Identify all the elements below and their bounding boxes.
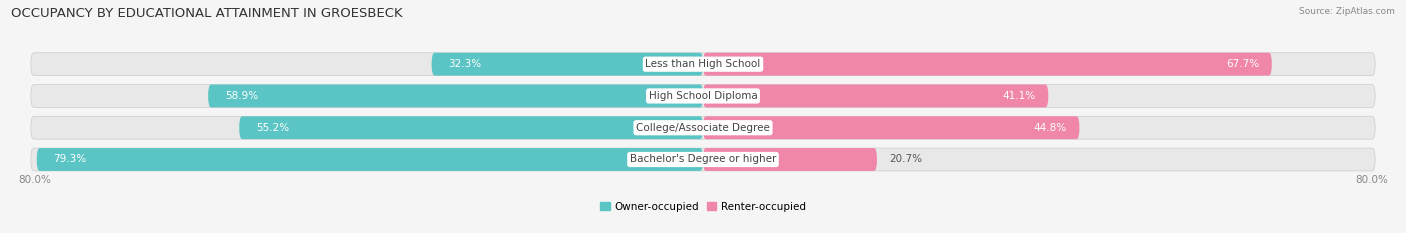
FancyBboxPatch shape: [703, 116, 1080, 139]
Text: College/Associate Degree: College/Associate Degree: [636, 123, 770, 133]
Text: OCCUPANCY BY EDUCATIONAL ATTAINMENT IN GROESBECK: OCCUPANCY BY EDUCATIONAL ATTAINMENT IN G…: [11, 7, 404, 20]
FancyBboxPatch shape: [239, 116, 703, 139]
Text: 20.7%: 20.7%: [890, 154, 922, 164]
Text: 80.0%: 80.0%: [1355, 175, 1388, 185]
FancyBboxPatch shape: [208, 85, 703, 107]
Text: 67.7%: 67.7%: [1226, 59, 1260, 69]
FancyBboxPatch shape: [31, 148, 1375, 171]
FancyBboxPatch shape: [31, 85, 1375, 107]
Text: 41.1%: 41.1%: [1002, 91, 1036, 101]
Text: 79.3%: 79.3%: [53, 154, 87, 164]
FancyBboxPatch shape: [703, 85, 1049, 107]
Text: 44.8%: 44.8%: [1033, 123, 1067, 133]
Text: High School Diploma: High School Diploma: [648, 91, 758, 101]
Text: 32.3%: 32.3%: [449, 59, 481, 69]
FancyBboxPatch shape: [31, 53, 1375, 76]
FancyBboxPatch shape: [432, 53, 703, 76]
Text: Bachelor's Degree or higher: Bachelor's Degree or higher: [630, 154, 776, 164]
Text: Less than High School: Less than High School: [645, 59, 761, 69]
FancyBboxPatch shape: [703, 53, 1272, 76]
Text: 55.2%: 55.2%: [256, 123, 290, 133]
Text: 58.9%: 58.9%: [225, 91, 259, 101]
FancyBboxPatch shape: [31, 116, 1375, 139]
Text: Source: ZipAtlas.com: Source: ZipAtlas.com: [1299, 7, 1395, 16]
Text: 80.0%: 80.0%: [18, 175, 51, 185]
FancyBboxPatch shape: [703, 148, 877, 171]
FancyBboxPatch shape: [37, 148, 703, 171]
Legend: Owner-occupied, Renter-occupied: Owner-occupied, Renter-occupied: [596, 197, 810, 216]
